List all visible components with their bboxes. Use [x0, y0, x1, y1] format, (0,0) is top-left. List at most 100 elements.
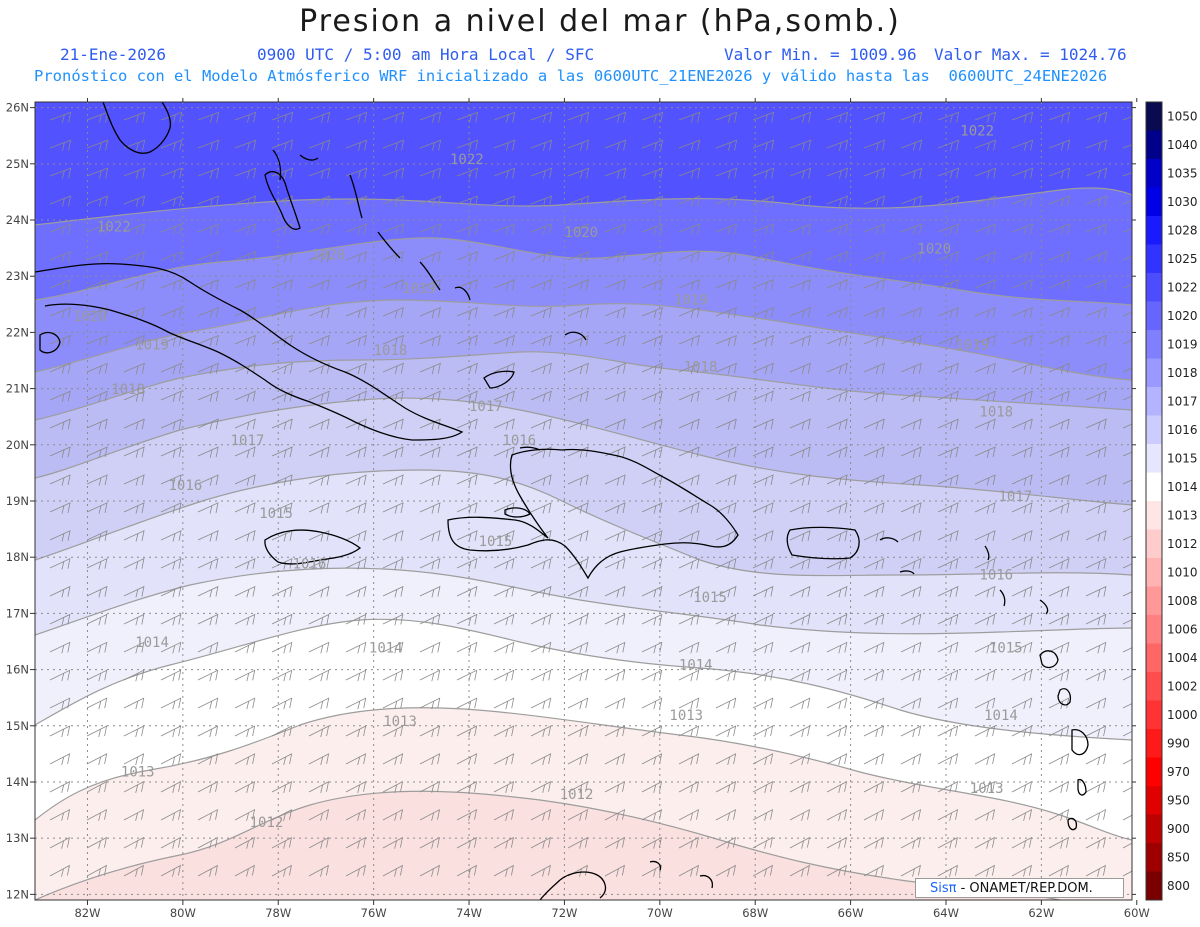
wind-barb: [789, 251, 811, 263]
legend-swatch: [1146, 301, 1162, 331]
wind-barb: [715, 641, 737, 654]
wind-barb: [604, 808, 626, 821]
wind-barb: [1048, 362, 1070, 375]
wind-barb: [49, 864, 70, 877]
wind-barb: [715, 223, 738, 235]
wind-barb: [1048, 864, 1069, 877]
wind-barb: [1048, 306, 1070, 319]
wind-barb: [789, 585, 811, 598]
wind-barb: [530, 279, 552, 291]
wind-barb: [752, 530, 774, 542]
wind-barb: [1122, 423, 1132, 429]
wind-barb: [419, 864, 440, 877]
wind-barb: [604, 362, 626, 375]
wind-barb: [382, 167, 405, 179]
wind-barb: [456, 781, 478, 793]
wind-barb: [49, 836, 70, 849]
wind-barb: [493, 167, 516, 179]
coastlines: [35, 102, 1089, 900]
wind-barb: [937, 251, 959, 263]
wind-barb: [49, 251, 71, 263]
lon-label: 78W: [265, 906, 291, 920]
wind-barb: [456, 167, 479, 179]
isobar-label: 1019: [402, 281, 436, 297]
wind-barb: [1048, 418, 1070, 430]
wind-barb: [493, 725, 515, 738]
legend-label: 1014: [1167, 480, 1198, 494]
wind-barb: [937, 167, 960, 179]
wind-barb: [1085, 613, 1107, 626]
wind-barb: [49, 697, 71, 710]
wind-barb: [715, 279, 737, 291]
wind-barb: [1085, 251, 1107, 263]
wind-barb: [308, 334, 330, 347]
wind-barb: [345, 753, 367, 766]
grenada: [1067, 817, 1078, 831]
wind-barb: [1085, 808, 1107, 821]
wind-barb: [1085, 530, 1107, 542]
wind-barb: [530, 446, 552, 458]
wind-barb: [382, 111, 405, 123]
wind-barb: [826, 334, 848, 347]
wind-barb: [826, 808, 848, 821]
wind-barb: [160, 641, 182, 654]
wind-barb: [974, 781, 996, 793]
credit-text: - ONAMET/REP.DOM.: [960, 881, 1093, 896]
min-value-label: Valor Min. = 1009.96: [724, 45, 917, 64]
wind-barb: [160, 836, 181, 849]
wind-barb: [493, 808, 515, 821]
wind-barb: [1048, 111, 1071, 123]
legend-swatch: [1146, 387, 1162, 416]
wind-barb: [308, 502, 330, 514]
wind-barb: [1011, 669, 1033, 682]
wind-barb: [678, 669, 700, 682]
legend-swatch: [1146, 330, 1162, 359]
wind-barb: [123, 502, 145, 514]
wind-barb: [419, 836, 440, 849]
wind-barb: [49, 446, 71, 458]
wind-barb: [419, 111, 442, 123]
guadeloupe: [1039, 650, 1059, 669]
wind-barb: [974, 334, 996, 347]
gonave: [504, 507, 531, 518]
wind-barb: [493, 753, 515, 766]
wind-barb: [789, 306, 811, 319]
wind-barb: [752, 362, 774, 375]
wind-barb: [678, 167, 701, 179]
wind-barb: [1122, 395, 1132, 401]
legend-label: 1040: [1167, 138, 1198, 152]
wind-barb: [715, 418, 737, 430]
wind-barb: [493, 697, 515, 710]
wind-barb: [123, 836, 144, 849]
wind-barb: [123, 558, 145, 570]
legend-swatch: [1146, 672, 1162, 701]
wind-barb: [345, 585, 367, 598]
wind-barb: [123, 167, 146, 179]
wind-barb: [234, 502, 256, 514]
wind-barb: [271, 613, 293, 626]
wind-barb: [826, 390, 848, 402]
wind-barb: [789, 864, 810, 877]
wind-barb: [234, 613, 256, 626]
wind-barb: [197, 836, 218, 849]
wind-barb: [1085, 446, 1107, 458]
wind-barb: [419, 641, 441, 654]
wind-barb: [123, 279, 145, 291]
wind-barb: [604, 864, 625, 877]
wind-barb: [715, 725, 737, 738]
isobar-label: 1013: [970, 781, 1004, 797]
wind-barb: [1085, 474, 1107, 486]
wind-barb: [197, 390, 219, 402]
wind-barb: [1085, 362, 1107, 375]
leeward-islands: [984, 545, 1049, 615]
wind-barb: [123, 613, 145, 626]
isobar-label: 1022: [450, 152, 484, 168]
wind-barb: [123, 530, 145, 542]
wind-barb: [789, 474, 811, 486]
wind-barb: [493, 139, 516, 151]
wind-barb: [900, 251, 922, 263]
wind-barb: [197, 334, 219, 347]
legend-swatch: [1146, 786, 1162, 815]
wind-barb: [308, 195, 331, 207]
wind-barb: [678, 558, 700, 570]
